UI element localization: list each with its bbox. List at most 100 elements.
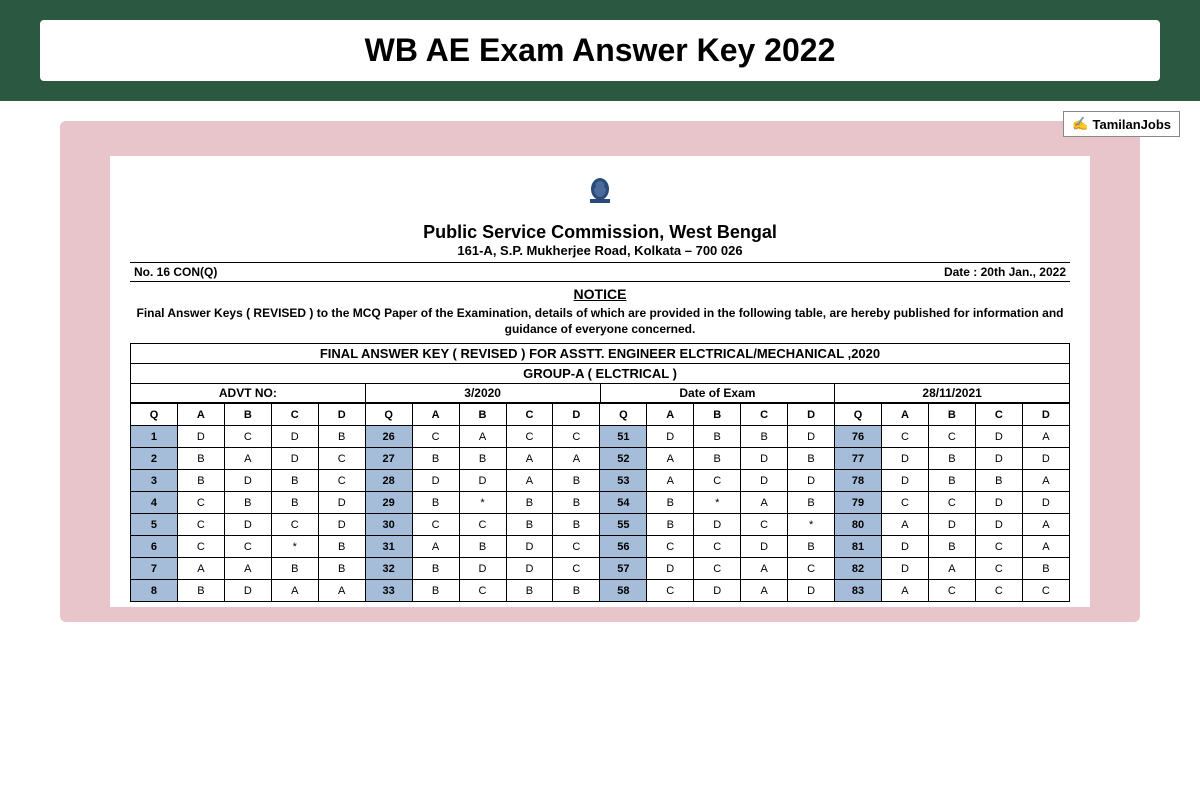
table-cell: A (506, 448, 553, 470)
table-cell: A (271, 580, 318, 602)
table-cell: 4 (131, 492, 178, 514)
table-cell: D (506, 536, 553, 558)
table-cell: B (741, 426, 788, 448)
table-cell: B (647, 514, 694, 536)
table-cell: D (882, 470, 929, 492)
ref-no: No. 16 CON(Q) (134, 265, 217, 279)
advt-value: 3/2020 (366, 384, 601, 402)
table-header-cell: D (1022, 404, 1069, 426)
table-cell: B (506, 492, 553, 514)
table-cell: D (882, 536, 929, 558)
table-cell: * (271, 536, 318, 558)
table-cell: C (928, 580, 975, 602)
table-header-cell: C (271, 404, 318, 426)
table-cell: C (741, 514, 788, 536)
table-cell: D (975, 514, 1022, 536)
table-body: 1DCDB26CACC51DBBD76CCDA2BADC27BBAA52ABDB… (131, 426, 1070, 602)
table-cell: C (788, 558, 835, 580)
table-cell: B (271, 470, 318, 492)
notice-text: Final Answer Keys ( REVISED ) to the MCQ… (130, 306, 1070, 337)
table-cell: 28 (365, 470, 412, 492)
table-cell: 1 (131, 426, 178, 448)
doc-date: Date : 20th Jan., 2022 (944, 265, 1066, 279)
table-cell: C (975, 536, 1022, 558)
table-cell: D (741, 470, 788, 492)
table-cell: D (882, 448, 929, 470)
table-header-cell: D (788, 404, 835, 426)
table-cell: B (506, 580, 553, 602)
table-header-cell: D (318, 404, 365, 426)
table-cell: D (271, 426, 318, 448)
table-cell: C (928, 426, 975, 448)
table-cell: A (224, 558, 271, 580)
table-cell: A (224, 448, 271, 470)
table-cell: D (318, 514, 365, 536)
table-cell: C (271, 514, 318, 536)
table-header-cell: B (694, 404, 741, 426)
table-cell: C (177, 492, 224, 514)
table-header-cell: A (177, 404, 224, 426)
table-cell: 27 (365, 448, 412, 470)
exam-date-label: Date of Exam (601, 384, 836, 402)
table-cell: 52 (600, 448, 647, 470)
table-cell: B (975, 470, 1022, 492)
table-cell: B (459, 536, 506, 558)
advt-label: ADVT NO: (131, 384, 366, 402)
table-cell: 33 (365, 580, 412, 602)
answer-key-table: QABCDQABCDQABCDQABCD 1DCDB26CACC51DBBD76… (130, 403, 1070, 602)
table-cell: B (928, 448, 975, 470)
table-cell: B (506, 514, 553, 536)
exam-date-value: 28/11/2021 (835, 384, 1069, 402)
table-cell: B (553, 580, 600, 602)
table-cell: D (318, 492, 365, 514)
org-name: Public Service Commission, West Bengal (130, 222, 1070, 243)
table-cell: A (1022, 536, 1069, 558)
table-cell: D (741, 448, 788, 470)
table-cell: 31 (365, 536, 412, 558)
table-cell: 58 (600, 580, 647, 602)
table-cell: A (647, 448, 694, 470)
table-cell: 54 (600, 492, 647, 514)
table-cell: B (694, 448, 741, 470)
table-cell: A (647, 470, 694, 492)
table-cell: D (506, 558, 553, 580)
table-cell: C (224, 536, 271, 558)
table-row: 7AABB32BDDC57DCAC82DACB (131, 558, 1070, 580)
table-cell: B (928, 470, 975, 492)
table-cell: 30 (365, 514, 412, 536)
table-cell: * (694, 492, 741, 514)
table-cell: 7 (131, 558, 178, 580)
table-cell: B (788, 492, 835, 514)
table-row: 6CC*B31ABDC56CCDB81DBCA (131, 536, 1070, 558)
table-cell: 82 (835, 558, 882, 580)
table-title: FINAL ANSWER KEY ( REVISED ) FOR ASSTT. … (130, 343, 1070, 364)
table-cell: D (412, 470, 459, 492)
table-cell: 56 (600, 536, 647, 558)
meta-row: No. 16 CON(Q) Date : 20th Jan., 2022 (130, 262, 1070, 282)
table-cell: * (459, 492, 506, 514)
table-cell: C (882, 426, 929, 448)
table-cell: B (318, 536, 365, 558)
table-cell: A (1022, 426, 1069, 448)
table-cell: A (882, 514, 929, 536)
table-cell: D (1022, 492, 1069, 514)
table-cell: D (647, 558, 694, 580)
table-cell: C (177, 536, 224, 558)
brand-text: TamilanJobs (1092, 117, 1171, 132)
table-cell: 81 (835, 536, 882, 558)
table-cell: B (318, 426, 365, 448)
table-cell: B (459, 448, 506, 470)
table-cell: C (412, 426, 459, 448)
table-cell: A (177, 558, 224, 580)
govt-emblem-icon (130, 171, 1070, 220)
table-cell: 32 (365, 558, 412, 580)
table-cell: B (553, 492, 600, 514)
table-cell: B (412, 558, 459, 580)
table-row: 5CDCD30CCBB55BDC*80ADDA (131, 514, 1070, 536)
table-cell: B (647, 492, 694, 514)
table-cell: A (928, 558, 975, 580)
table-header-cell: Q (365, 404, 412, 426)
table-cell: D (1022, 448, 1069, 470)
table-cell: C (553, 536, 600, 558)
table-cell: A (741, 492, 788, 514)
